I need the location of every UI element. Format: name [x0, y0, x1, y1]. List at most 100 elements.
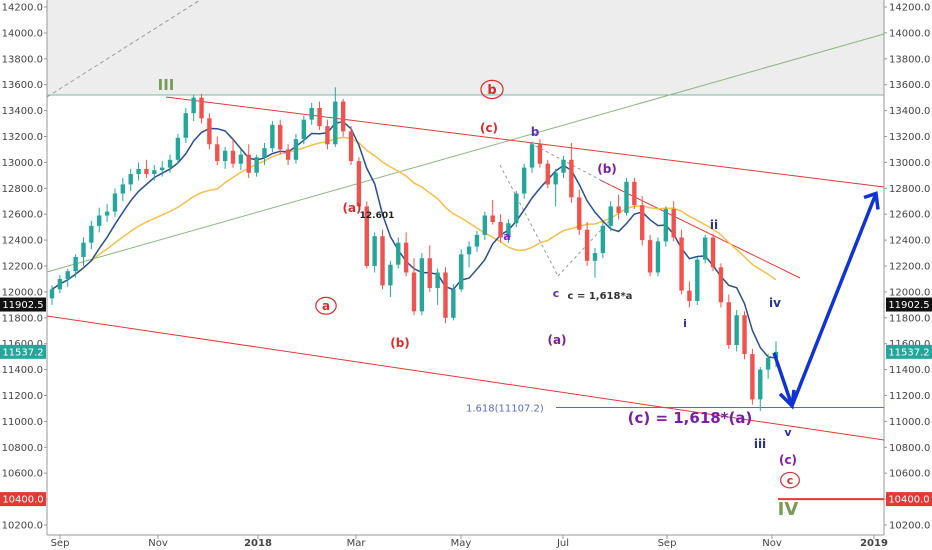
candle-body	[159, 167, 165, 171]
wave-annotation: (b)	[390, 336, 410, 350]
green-uptrend-line	[46, 33, 885, 273]
resistance-zone	[47, 0, 884, 96]
wave-annotation: c	[787, 474, 794, 487]
y-tick-label-right: 11000.0	[889, 417, 930, 428]
candle-body	[435, 272, 440, 289]
candle-body	[553, 172, 558, 185]
y-tick-label-left: 10200.0	[2, 521, 43, 532]
candle-body	[278, 124, 283, 150]
price-tag-label-right: 10400.0	[888, 495, 929, 506]
y-tick-label-left: 10800.0	[2, 443, 43, 454]
y-tick-label-left: 14200.0	[2, 3, 43, 14]
y-tick-label-right: 12600.0	[889, 210, 930, 221]
candle-body	[718, 267, 724, 303]
candle-body	[309, 108, 314, 120]
wave-annotation: c = 1,618*a	[568, 291, 633, 302]
candle-body	[183, 113, 188, 138]
candle-body	[584, 229, 590, 261]
candle-body	[569, 159, 574, 198]
y-tick-label-right: 11200.0	[889, 391, 930, 402]
wave-annotation: (c) = 1,618*(a)	[628, 409, 753, 427]
candle-body	[498, 221, 503, 238]
y-tick-label-right: 14200.0	[889, 3, 930, 14]
wave-annotation: b	[487, 83, 496, 98]
y-tick-label-right: 12800.0	[889, 184, 930, 195]
candle-body	[293, 139, 299, 160]
y-tick-label-right: 13800.0	[889, 54, 930, 65]
y-tick-label-right: 12200.0	[889, 262, 930, 273]
y-tick-label-right: 13600.0	[889, 80, 930, 91]
x-tick-label: Jul	[556, 538, 569, 549]
y-tick-label-right: 11800.0	[889, 313, 930, 324]
lower-channel-line	[46, 315, 885, 441]
y-tick-label-right: 11400.0	[889, 365, 930, 376]
resistance-zone-layer	[47, 0, 884, 96]
candle-body	[333, 101, 338, 145]
wave-annotation: iii	[754, 437, 766, 451]
candle-body	[317, 108, 322, 127]
price-tag-right	[886, 492, 932, 507]
price-tag-left	[0, 492, 46, 507]
y-tick-label-left: 11800.0	[2, 313, 43, 324]
candle-body	[577, 197, 582, 230]
candle-body	[702, 237, 708, 260]
wave-annotation: (b)	[597, 162, 617, 176]
y-tick-label-left: 11000.0	[2, 417, 43, 428]
candle-body	[364, 206, 369, 266]
candle-body	[537, 144, 543, 164]
candle-body	[490, 215, 495, 222]
candle-body	[301, 119, 307, 140]
y-tick-label-left: 13400.0	[2, 106, 43, 117]
wave-annotation: v	[784, 426, 792, 439]
candle-body	[482, 215, 488, 235]
y-tick-label-left: 11600.0	[2, 339, 43, 350]
y-tick-label-left: 12800.0	[2, 184, 43, 195]
candle-body	[616, 206, 621, 213]
y-tick-label-left: 12200.0	[2, 262, 43, 273]
x-tick-label: May	[451, 538, 472, 549]
wave-annotation: a	[503, 230, 510, 243]
candle-body	[663, 209, 669, 242]
candle-body	[120, 184, 126, 194]
candle-body	[726, 302, 731, 345]
y-tick-label-left: 13200.0	[2, 132, 43, 143]
dashed-wave-line-2	[499, 164, 559, 277]
candle-body	[411, 272, 417, 312]
candle-body	[97, 215, 102, 226]
y-tick-label-right: 12000.0	[889, 287, 930, 298]
candle-body	[695, 259, 700, 301]
wave-annotation: a	[322, 299, 330, 313]
price-tag-label-right: 11537.2	[888, 347, 929, 358]
candle-body	[230, 150, 236, 164]
price-tag-right	[886, 297, 932, 312]
x-tick-label: Nov	[762, 538, 782, 549]
x-tick-label: 2018	[244, 538, 272, 549]
x-tick-label: Sep	[51, 538, 70, 549]
projection-arrowhead-down	[778, 389, 796, 410]
y-tick-label-left: 13000.0	[2, 158, 43, 169]
price-tag-left	[0, 344, 46, 359]
candle-body	[49, 289, 55, 299]
y-tick-label-left: 13600.0	[2, 80, 43, 91]
y-tick-label-right: 13200.0	[889, 132, 930, 143]
projection-arrowhead-up	[863, 191, 880, 210]
y-tick-label-left: 10600.0	[2, 469, 43, 480]
wave-annotation: (a)	[342, 201, 361, 215]
candle-body	[451, 289, 456, 318]
candle-body	[521, 167, 527, 194]
candle-body	[152, 170, 157, 175]
y-tick-label-left: 11400.0	[2, 365, 43, 376]
candle-body	[215, 144, 220, 162]
candle-body	[222, 150, 228, 162]
candle-body	[765, 357, 771, 370]
candle-body	[388, 264, 393, 286]
candle-body	[325, 126, 330, 145]
candle-body	[238, 154, 244, 164]
candle-body	[466, 246, 472, 255]
y-tick-label-left: 12600.0	[2, 210, 43, 221]
price-tag-label-left: 10400.0	[2, 495, 43, 506]
dashed-trendline	[46, 0, 201, 98]
y-tick-label-left: 11200.0	[2, 391, 43, 402]
